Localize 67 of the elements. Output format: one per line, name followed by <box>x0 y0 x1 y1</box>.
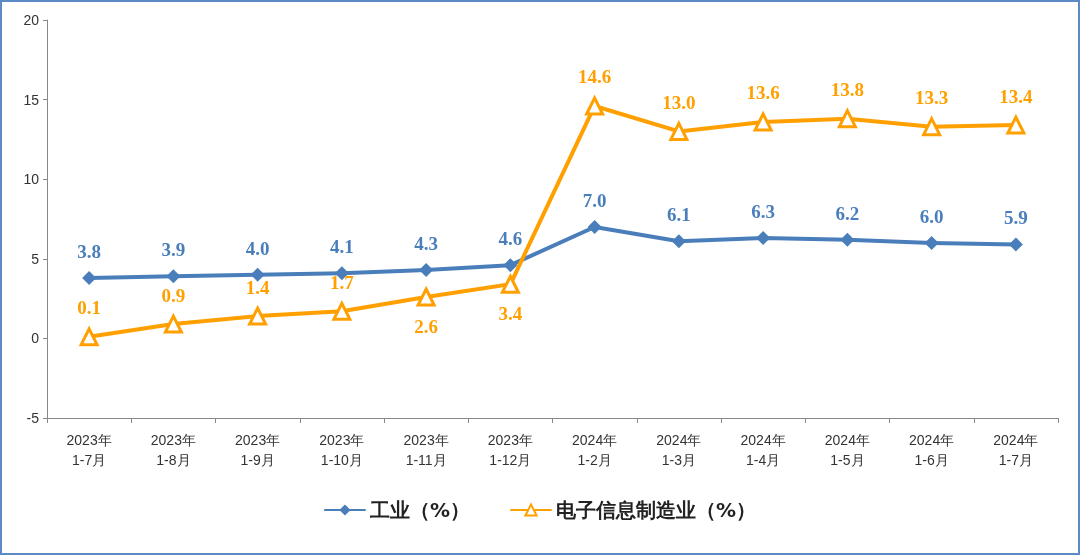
x-tick-label: 2024年 1-2月 <box>572 432 618 468</box>
x-tick-label: 2024年 1-6月 <box>909 432 955 468</box>
x-tick-label: 2024年 1-7月 <box>993 432 1039 468</box>
point <box>753 112 773 132</box>
y-tick-label: 5 <box>31 250 40 267</box>
point <box>503 258 518 273</box>
point <box>922 117 942 137</box>
point <box>587 219 602 234</box>
data-label: 3.8 <box>77 240 101 262</box>
data-label: 2.6 <box>414 315 438 337</box>
point <box>837 109 857 129</box>
data-label: 4.3 <box>414 232 438 254</box>
legend-label: 工业（%） <box>368 498 471 522</box>
point <box>250 267 265 282</box>
data-label: 7.0 <box>582 189 607 211</box>
data-label: 4.1 <box>330 236 354 258</box>
x-tick-label: 2023年 1-8月 <box>150 432 196 468</box>
point <box>163 312 184 334</box>
point <box>924 235 939 250</box>
x-tick-label: 2024年 1-3月 <box>656 432 702 468</box>
data-label: 4.6 <box>498 228 523 250</box>
point <box>840 232 855 247</box>
x-tick-label: 2024年 1-5月 <box>824 432 870 468</box>
point <box>82 270 97 285</box>
x-tick-label: 2024年 1-4月 <box>740 432 786 468</box>
y-tick-label: 10 <box>23 171 40 188</box>
point <box>669 121 689 141</box>
data-label: 5.9 <box>1004 207 1028 229</box>
point <box>415 285 437 307</box>
data-label: 6.0 <box>919 205 944 227</box>
point <box>1008 237 1023 252</box>
data-label: 6.1 <box>667 204 691 226</box>
data-label: 0.1 <box>77 297 101 319</box>
data-label: 6.3 <box>751 201 775 223</box>
data-label: 3.4 <box>498 302 523 324</box>
y-tick-label: 15 <box>23 91 40 108</box>
y-tick-label: -5 <box>26 410 40 426</box>
x-tick-label: 2023年 1-11月 <box>403 432 449 468</box>
data-label: 4.0 <box>245 237 270 259</box>
data-label: 13.0 <box>662 91 696 113</box>
data-label: 13.4 <box>999 85 1033 107</box>
data-label: 14.6 <box>578 66 612 88</box>
point <box>500 274 520 294</box>
y-tick-label: 0 <box>31 330 40 347</box>
data-label: 13.8 <box>830 79 864 101</box>
x-tick-label: 2023年 1-9月 <box>235 432 281 468</box>
point <box>756 231 771 246</box>
data-label: 0.9 <box>161 284 186 306</box>
x-tick-label: 2023年 1-12月 <box>487 432 533 468</box>
legend-label: 电子信息制造业（%） <box>556 498 757 522</box>
point <box>166 269 181 284</box>
point <box>332 301 352 321</box>
x-tick-label: 2023年 1-10月 <box>319 432 365 468</box>
y-tick-label: 20 <box>23 12 40 28</box>
data-label: 13.6 <box>746 82 780 104</box>
data-label: 3.9 <box>161 239 186 261</box>
x-tick-label: 2023年 1-7月 <box>66 432 112 468</box>
data-label: 13.3 <box>915 87 949 109</box>
data-label: 1.7 <box>330 271 355 293</box>
point <box>247 304 268 326</box>
point <box>419 262 434 277</box>
point <box>1005 113 1027 135</box>
data-label: 1.4 <box>245 276 270 298</box>
point <box>79 327 99 347</box>
point <box>585 96 605 116</box>
data-label: 6.2 <box>835 202 860 224</box>
point <box>671 234 686 249</box>
